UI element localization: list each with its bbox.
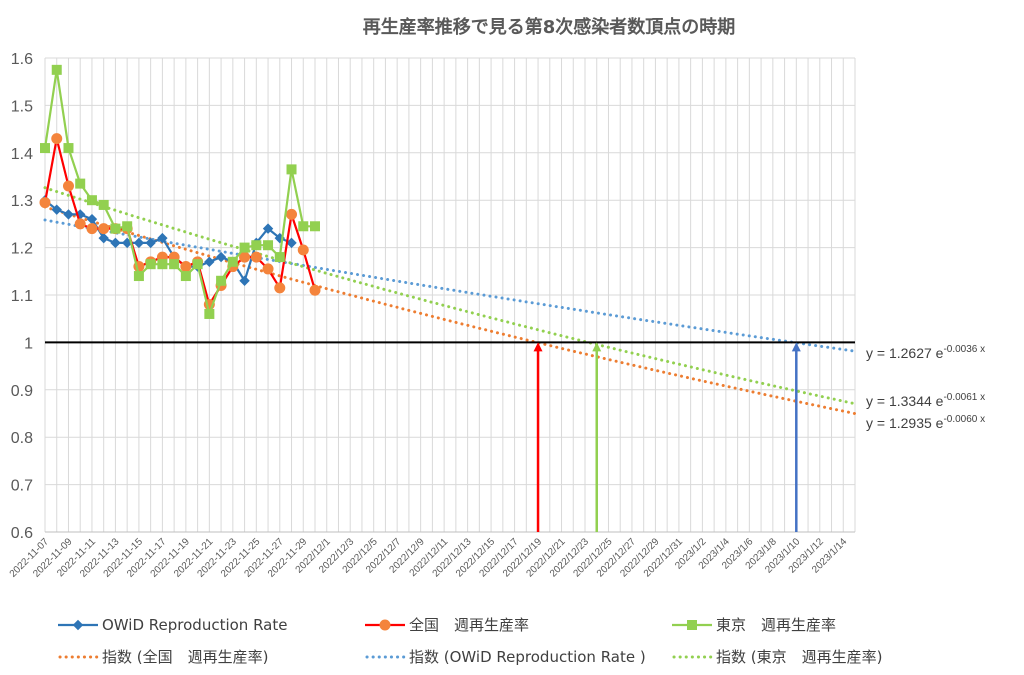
y-tick-label: 1.5 <box>11 98 33 115</box>
y-tick-label: 1.1 <box>11 288 33 305</box>
legend: OWiD Reproduction Rate 全国 週再生産率 東京 週再生産率指数… <box>58 616 882 666</box>
data-point <box>110 237 121 249</box>
data-point <box>262 263 274 275</box>
arrow-head <box>533 342 543 352</box>
y-tick-label: 1 <box>24 335 33 352</box>
data-point <box>286 208 298 220</box>
data-point <box>75 178 86 189</box>
arrow-head <box>791 342 801 352</box>
gridlines <box>44 57 856 533</box>
legend-label: OWiD Reproduction Rate <box>102 616 287 634</box>
chart-title: 再生産率推移で見る第8次感染者数頂点の時期 <box>363 16 736 38</box>
data-point <box>239 251 251 263</box>
data-point <box>86 223 98 235</box>
trend-equation: y = 1.3344 e-0.0061 x <box>866 392 985 409</box>
series-line <box>43 138 317 308</box>
data-point <box>39 197 51 209</box>
data-point <box>51 133 63 145</box>
arrows <box>533 342 801 532</box>
trend-equation-exponent: -0.0036 x <box>943 344 985 355</box>
data-point <box>62 180 74 192</box>
data-point <box>40 143 50 154</box>
trendlines <box>43 186 857 416</box>
data-point <box>98 232 109 244</box>
y-tick-label: 1.6 <box>11 51 33 68</box>
data-point <box>98 223 110 235</box>
data-point <box>157 259 168 270</box>
data-point <box>204 308 215 319</box>
data-point <box>262 223 274 234</box>
y-tick-label: 0.8 <box>11 430 33 447</box>
data-point <box>204 256 215 268</box>
data-point <box>157 232 168 244</box>
data-point <box>274 282 286 294</box>
x-axis: 2022-11-072022-11-092022-11-112022-11-13… <box>8 536 850 580</box>
data-point <box>74 218 86 230</box>
y-tick-label: 0.9 <box>11 383 33 400</box>
legend-label: 東京 週再生産率 <box>716 616 836 634</box>
legend-swatch-marker <box>687 620 697 630</box>
data-point <box>310 221 320 232</box>
y-tick-label: 1.3 <box>11 193 33 210</box>
data-point <box>98 199 109 210</box>
data-point <box>180 271 191 282</box>
trendline <box>43 218 857 353</box>
data-point <box>216 275 227 286</box>
data-point <box>286 164 297 175</box>
y-tick-label: 1.4 <box>11 146 33 163</box>
data-point <box>297 244 309 256</box>
data-point <box>145 237 156 249</box>
data-point <box>192 259 203 270</box>
y-tick-label: 0.7 <box>11 478 33 495</box>
data-point <box>86 195 97 206</box>
data-point <box>309 284 321 296</box>
data-point <box>251 240 262 251</box>
trendline <box>43 205 857 416</box>
data-point <box>51 64 62 75</box>
data-point <box>239 242 250 253</box>
data-point <box>263 240 274 251</box>
data-point <box>215 251 227 263</box>
trend-equations: y = 1.2627 e-0.0036 x y = 1.3344 e-0.0061… <box>866 344 985 431</box>
data-point <box>110 223 121 234</box>
y-tick-label: 1.2 <box>11 241 33 258</box>
legend-label: 指数 (OWiD Reproduction Rate ) <box>409 648 646 666</box>
arrow-head <box>592 342 602 352</box>
legend-swatch-marker <box>379 619 391 631</box>
data-point <box>63 143 74 154</box>
trendline <box>43 186 857 406</box>
data-point <box>133 271 144 282</box>
y-axis: 0.6 0.7 0.8 0.9 1 1.1 1.2 1.3 1.4 1.5 1.6 <box>11 51 33 542</box>
legend-label: 指数 (全国 週再生産率) <box>102 648 268 666</box>
legend-label: 全国 週再生産率 <box>409 616 529 634</box>
legend-label: 指数 (東京 週再生産率) <box>716 648 882 666</box>
data-point <box>169 259 180 270</box>
data-point <box>286 237 297 249</box>
y-tick-label: 0.6 <box>11 525 33 542</box>
data-point <box>250 251 262 263</box>
trend-equation: y = 1.2627 e-0.0036 x <box>866 344 985 361</box>
data-point <box>227 256 238 267</box>
trend-equation: y = 1.2935 e-0.0060 x <box>866 414 985 431</box>
data-point <box>298 221 309 232</box>
trend-equation-exponent: -0.0061 x <box>943 392 985 403</box>
data-series <box>39 64 321 319</box>
data-point <box>239 275 250 286</box>
trend-equation-exponent: -0.0060 x <box>943 414 985 425</box>
data-point <box>51 204 62 215</box>
data-point <box>274 252 285 263</box>
series-line <box>44 199 292 284</box>
data-point <box>145 259 156 270</box>
data-point <box>180 261 192 273</box>
legend-swatch-marker <box>72 619 84 631</box>
data-point <box>63 209 74 220</box>
data-point <box>122 221 133 232</box>
data-point <box>133 237 145 249</box>
